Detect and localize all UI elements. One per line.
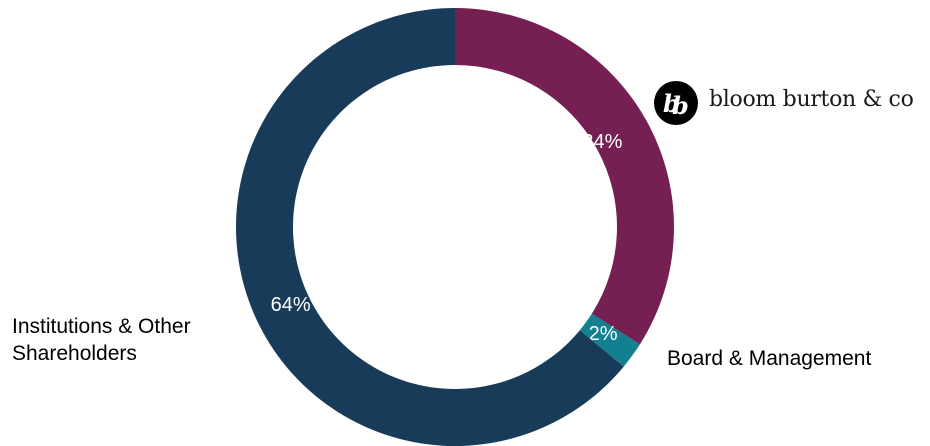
data-label: 2% [589,323,618,345]
svg-text:b: b [663,89,680,118]
category-label-institutions: Institutions & Other Shareholders [12,315,191,365]
data-label: 34% [582,131,622,153]
svg-text:b: b [672,91,689,120]
bb-monogram-icon: b b [654,81,698,125]
logo-text: bloom burton & co [709,87,914,112]
category-label-board: Board & Management [667,347,872,370]
slice-board-management [579,313,640,367]
slice-unlabeled-2 [455,8,674,345]
slice-institutions-other-shareholders [236,8,624,446]
data-label: 64% [271,294,311,316]
